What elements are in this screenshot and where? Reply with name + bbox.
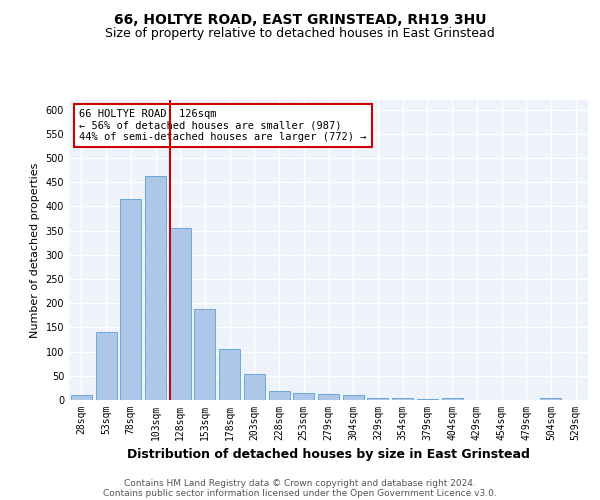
X-axis label: Distribution of detached houses by size in East Grinstead: Distribution of detached houses by size … <box>127 448 530 462</box>
Bar <box>343 395 364 400</box>
Bar <box>442 398 463 400</box>
Bar <box>392 398 413 400</box>
Bar <box>541 398 562 400</box>
Bar <box>244 374 265 400</box>
Bar <box>417 398 438 400</box>
Bar <box>170 228 191 400</box>
Bar <box>367 398 388 400</box>
Text: 66, HOLTYE ROAD, EAST GRINSTEAD, RH19 3HU: 66, HOLTYE ROAD, EAST GRINSTEAD, RH19 3H… <box>114 12 486 26</box>
Text: Size of property relative to detached houses in East Grinstead: Size of property relative to detached ho… <box>105 28 495 40</box>
Bar <box>71 395 92 400</box>
Bar <box>318 394 339 400</box>
Text: 66 HOLTYE ROAD: 126sqm
← 56% of detached houses are smaller (987)
44% of semi-de: 66 HOLTYE ROAD: 126sqm ← 56% of detached… <box>79 109 367 142</box>
Text: Contains HM Land Registry data © Crown copyright and database right 2024.: Contains HM Land Registry data © Crown c… <box>124 478 476 488</box>
Bar <box>219 349 240 400</box>
Bar <box>145 176 166 400</box>
Text: Contains public sector information licensed under the Open Government Licence v3: Contains public sector information licen… <box>103 488 497 498</box>
Bar <box>269 392 290 400</box>
Bar <box>120 199 141 400</box>
Bar <box>293 393 314 400</box>
Bar <box>194 309 215 400</box>
Y-axis label: Number of detached properties: Number of detached properties <box>30 162 40 338</box>
Bar <box>95 332 116 400</box>
